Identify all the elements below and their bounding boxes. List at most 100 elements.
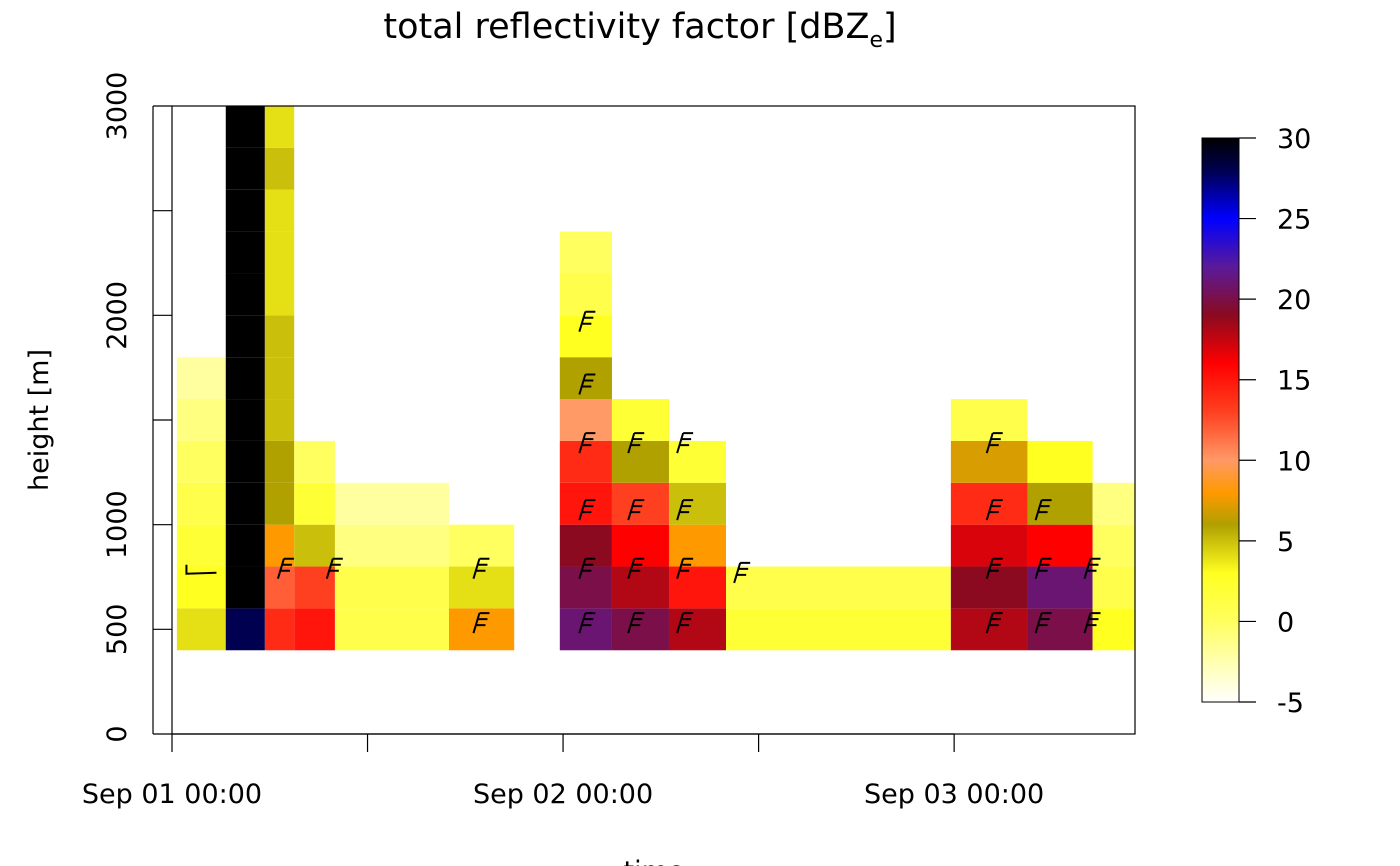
heatmap-cell [176, 482, 226, 525]
heatmap-cell [176, 440, 226, 483]
heatmap-cell [225, 399, 265, 441]
wind-barb [1083, 557, 1101, 580]
y-tick-label: 500 [102, 604, 133, 656]
heatmap-cell [559, 273, 612, 316]
heatmap-cell [225, 482, 265, 525]
heatmap-cell [225, 315, 265, 358]
wind-barb [676, 557, 694, 580]
heatmap-cell [611, 566, 669, 609]
wind-barb [185, 564, 217, 575]
heatmap-cell [668, 524, 727, 567]
wind-barb [276, 557, 294, 580]
heatmap-cell [264, 440, 295, 483]
heatmap-cell [294, 482, 335, 525]
wind-barb [472, 612, 490, 634]
heatmap-cell [1027, 440, 1093, 483]
heatmap-cell [176, 357, 226, 400]
colorbar-ticks: 30 25 20 15 10 5 0 -5 [1239, 124, 1311, 719]
heatmap-cell [264, 482, 295, 525]
heatmap-cell [559, 482, 612, 525]
x-tick-label: Sep 03 00:00 [864, 779, 1044, 810]
heatmap-cell [225, 566, 265, 609]
heatmap-cell [449, 608, 515, 651]
wind-barb [733, 561, 751, 584]
wind-barb [627, 612, 645, 634]
heatmap-cells [176, 106, 1135, 651]
heatmap-cell [1092, 524, 1135, 567]
heatmap-cell [225, 106, 265, 148]
wind-barb [985, 612, 1003, 634]
heatmap-cell [334, 608, 450, 651]
wind-barb [578, 499, 596, 521]
heatmap-cell [559, 315, 612, 358]
heatmap-cell [176, 608, 226, 651]
heatmap-cell [264, 189, 295, 232]
heatmap-cell [225, 608, 265, 651]
chart-title: total reflectivity factor [dBZe] [383, 7, 896, 53]
heatmap-cell [264, 106, 295, 148]
heatmap-cell [449, 566, 515, 609]
y-axis: 0 500 1000 2000 3000 [102, 72, 172, 743]
heatmap-cell [264, 147, 295, 190]
heatmap-cell [950, 524, 1028, 567]
wind-barb [676, 612, 694, 634]
colorbar-gradient [1201, 137, 1240, 703]
heatmap-cell [559, 440, 612, 483]
y-tick-label: 1000 [102, 490, 133, 559]
heatmap-cell [611, 608, 669, 651]
colorbar-tick-label: 30 [1277, 124, 1311, 155]
heatmap-cell [264, 357, 295, 400]
heatmap-cell [264, 524, 295, 567]
heatmap-cell [294, 524, 335, 567]
wind-barb [578, 557, 596, 580]
heatmap-cell [334, 566, 450, 609]
y-axis-label: height [m] [24, 349, 55, 491]
heatmap-cell [559, 231, 612, 274]
heatmap-cell [225, 524, 265, 567]
heatmap-cell [1092, 566, 1135, 609]
wind-barbs [185, 310, 1101, 634]
heatmap-cell [225, 273, 265, 316]
heatmap-cell [294, 440, 335, 483]
heatmap-cell [225, 147, 265, 190]
heatmap-cell [611, 399, 669, 441]
wind-barb [1034, 499, 1052, 521]
heatmap-cell [294, 608, 335, 651]
x-tick-label: Sep 01 00:00 [82, 779, 262, 810]
heatmap-cell [611, 482, 669, 525]
wind-barb [578, 612, 596, 634]
heatmap-cell [950, 608, 1028, 651]
heatmap-cell [950, 399, 1028, 441]
wind-barb [676, 432, 694, 454]
colorbar-tick-label: 10 [1277, 446, 1311, 477]
heatmap-cell [559, 608, 612, 651]
y-tick-label: 2000 [102, 281, 133, 350]
heatmap-cell [726, 566, 951, 609]
y-tick-label: 0 [102, 725, 133, 742]
heatmap-cell [449, 524, 515, 567]
heatmap-cell [225, 231, 265, 274]
x-axis-label: time [623, 856, 684, 866]
y-tick-label: 3000 [102, 72, 133, 141]
colorbar-tick-label: -5 [1277, 688, 1304, 719]
heatmap-cell [1027, 608, 1093, 651]
heatmap-cell [950, 482, 1028, 525]
colorbar-tick-label: 0 [1277, 607, 1294, 638]
wind-barb [985, 432, 1003, 454]
wind-barb [578, 432, 596, 454]
wind-barb [1083, 612, 1101, 634]
wind-barb [1034, 557, 1052, 580]
heatmap-cell [1027, 524, 1093, 567]
colorbar-tick-label: 25 [1277, 205, 1311, 236]
heatmap-cell [264, 315, 295, 358]
heatmap-cell [1027, 566, 1093, 609]
heatmap-cell [225, 357, 265, 400]
colorbar-tick-label: 15 [1277, 366, 1311, 397]
wind-barb [1034, 612, 1052, 634]
heatmap-cell [334, 482, 450, 525]
heatmap-cell [1027, 482, 1093, 525]
x-axis: Sep 01 00:00 Sep 02 00:00 Sep 03 00:00 [82, 733, 1044, 810]
wind-barb [627, 432, 645, 454]
wind-barb [472, 557, 490, 580]
heatmap-cell [559, 566, 612, 609]
